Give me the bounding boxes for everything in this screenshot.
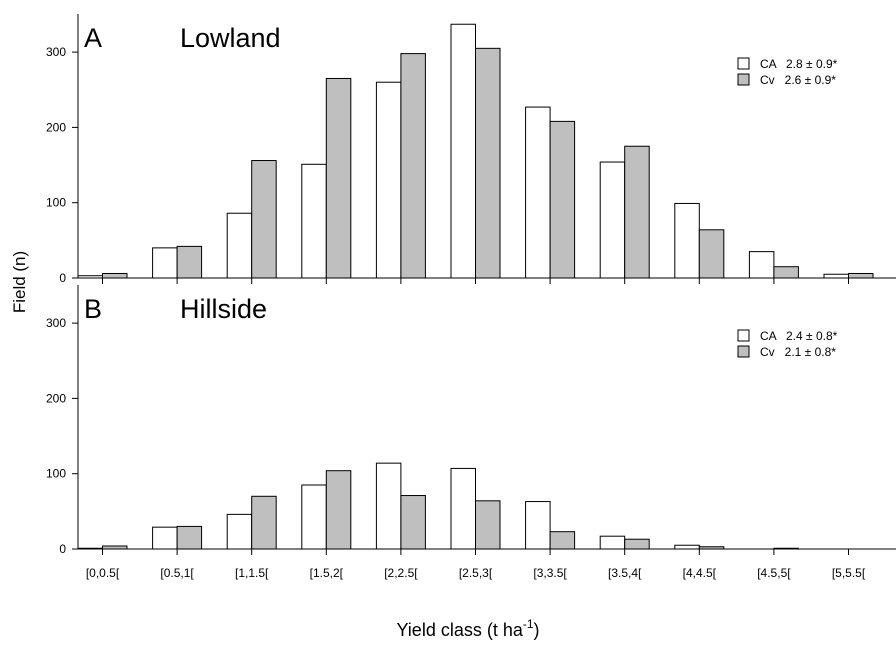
bar-cv-5 [475,500,501,550]
bar-cv-8 [698,229,725,279]
bar-cv-1 [176,525,203,550]
bar-ca-2 [226,513,253,550]
legend-swatch-ca [737,57,750,70]
x-tick-label: [2,2.5[ [384,566,418,580]
bar-cv-3 [325,77,352,279]
bar-ca-2 [226,212,253,279]
bar-cv-0 [102,272,128,279]
bar-ca-7 [599,161,626,279]
bar-cv-5 [475,47,501,279]
bar-ca-4 [375,81,402,279]
bar-ca-8 [674,544,700,550]
x-tick-label: [0,0.5[ [86,566,120,580]
legend-label-cv: Cv 2.6 ± 0.9* [760,73,836,87]
bar-cv-9 [773,547,799,550]
x-tick-label: [3.5,4[ [608,566,642,580]
bar-ca-9 [748,251,775,279]
y-tick-label: 100 [46,196,66,210]
bar-cv-0 [102,545,128,550]
bar-cv-2 [251,495,277,550]
y-axis-title: Field (n) [10,251,29,313]
x-tick-label: [4,4.5[ [683,566,717,580]
y-tick-label: 100 [46,467,66,481]
panel-label: B [84,294,102,324]
x-tick-label: [5,5.5[ [832,566,866,580]
panel-title: Hillside [180,294,267,324]
bar-ca-5 [450,467,476,550]
y-tick-label: 300 [46,45,66,59]
x-tick-label: [1,1.5[ [235,566,269,580]
y-tick-label: 0 [59,271,66,285]
x-tick-label: [1.5,2[ [310,566,344,580]
chart-panel-a: 0 100 200 300 A Lowland CA 2.8 ± 0.9* Cv 2.6 ± … [46,14,896,285]
bar-ca-6 [525,106,551,279]
bar-cv-8 [698,546,725,550]
bar-cv-6 [549,531,576,550]
x-tick-label: [2.5,3[ [459,566,493,580]
bar-ca-7 [599,535,626,550]
x-axis-title: Yield class (t ha-1) [396,617,539,640]
bar-cv-2 [251,160,277,279]
panel-title: Lowland [180,23,281,53]
bar-cv-1 [176,245,203,279]
bar-ca-3 [301,163,327,279]
bar-cv-10 [848,272,874,279]
bar-ca-1 [152,526,178,550]
bar-ca-0 [77,547,103,550]
chart-panel-b: 0 100 200 300 [0,0.5[ [0.5,1[ [1,1.5[ [1.5,2[ [2… [46,285,896,580]
legend-label-cv: Cv 2.1 ± 0.8* [760,345,836,359]
legend-label-ca: CA 2.4 ± 0.8* [760,329,838,343]
bar-cv-9 [773,266,799,279]
bar-ca-6 [525,501,551,550]
bar-ca-5 [450,23,476,279]
bar-ca-4 [375,462,402,550]
legend-label-ca: CA 2.8 ± 0.9* [760,57,838,71]
y-tick-label: 0 [59,542,66,556]
legend-swatch-cv [737,73,750,86]
bar-ca-0 [77,275,103,279]
y-tick-label: 200 [46,391,66,405]
y-tick-label: 200 [46,120,66,134]
bar-ca-10 [823,273,849,279]
bar-cv-4 [400,53,426,279]
legend-swatch-ca [737,329,750,342]
bar-ca-3 [301,484,327,550]
x-tick-label: [0.5,1[ [160,566,194,580]
bar-ca-8 [674,202,700,279]
x-tick-label: [4.5,5[ [757,566,791,580]
bar-cv-4 [400,495,426,550]
bar-cv-7 [624,145,650,279]
y-tick-label: 300 [46,316,66,330]
panel-label: A [84,23,102,53]
bar-cv-6 [549,120,576,279]
bar-cv-3 [325,470,352,550]
legend-swatch-cv [737,345,750,358]
x-tick-label: [3,3.5[ [533,566,567,580]
bar-ca-1 [152,247,178,279]
bar-cv-7 [624,538,650,550]
